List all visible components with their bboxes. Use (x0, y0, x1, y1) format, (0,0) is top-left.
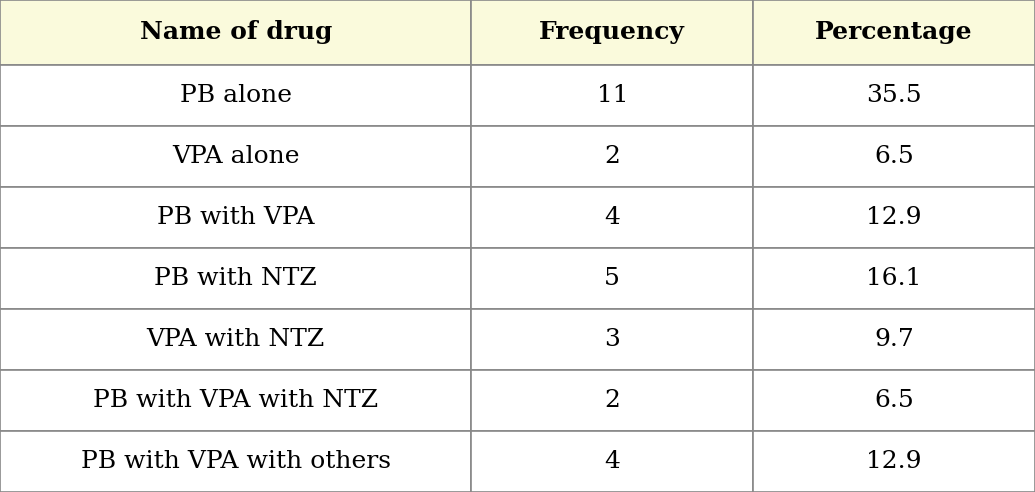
Bar (753, 186, 1035, 248)
Text: Percentage: Percentage (816, 20, 973, 44)
Bar (471, 248, 753, 309)
Bar (471, 309, 753, 370)
Text: 6.5: 6.5 (875, 389, 914, 412)
Text: PB with NTZ: PB with NTZ (154, 267, 317, 290)
Text: PB with VPA: PB with VPA (157, 206, 315, 229)
Bar (0, 0, 471, 64)
Text: PB with VPA with others: PB with VPA with others (81, 450, 390, 473)
Text: 35.5: 35.5 (866, 84, 922, 107)
Bar (471, 431, 753, 492)
Text: 12.9: 12.9 (866, 206, 922, 229)
Bar (753, 309, 1035, 370)
Text: 6.5: 6.5 (875, 145, 914, 168)
Text: VPA with NTZ: VPA with NTZ (147, 328, 325, 351)
Bar (471, 64, 753, 125)
Text: 9.7: 9.7 (875, 328, 914, 351)
Bar (0, 186, 471, 248)
Text: 2: 2 (604, 145, 620, 168)
Bar (0, 309, 471, 370)
Bar (471, 125, 753, 186)
Bar (0, 431, 471, 492)
Bar (471, 186, 753, 248)
Bar (753, 248, 1035, 309)
Bar (753, 64, 1035, 125)
Bar (0, 125, 471, 186)
Text: 3: 3 (604, 328, 620, 351)
Bar (753, 370, 1035, 431)
Text: 16.1: 16.1 (866, 267, 922, 290)
Text: 12.9: 12.9 (866, 450, 922, 473)
Bar (471, 0, 753, 64)
Bar (753, 0, 1035, 64)
Text: 11: 11 (596, 84, 628, 107)
Text: Name of drug: Name of drug (140, 20, 332, 44)
Text: Frequency: Frequency (539, 20, 685, 44)
Text: 5: 5 (604, 267, 620, 290)
Bar (753, 125, 1035, 186)
Text: PB with VPA with NTZ: PB with VPA with NTZ (93, 389, 378, 412)
Bar (471, 370, 753, 431)
Text: 4: 4 (604, 450, 620, 473)
Text: VPA alone: VPA alone (172, 145, 299, 168)
Bar (0, 370, 471, 431)
Text: 4: 4 (604, 206, 620, 229)
Bar (0, 248, 471, 309)
Text: PB alone: PB alone (180, 84, 292, 107)
Bar (753, 431, 1035, 492)
Bar (0, 64, 471, 125)
Text: 2: 2 (604, 389, 620, 412)
